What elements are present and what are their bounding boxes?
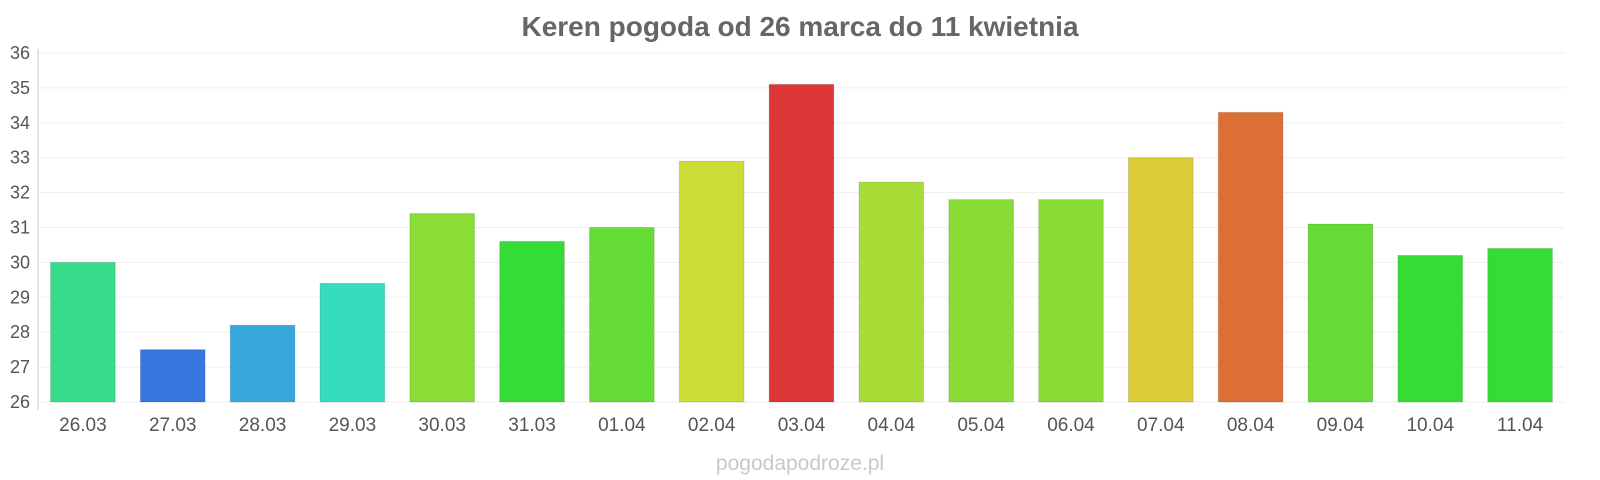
- bar-07.04: [1127, 157, 1194, 403]
- bar-01.04: [589, 227, 655, 403]
- chart-title: Keren pogoda od 26 marca do 11 kwietnia: [521, 11, 1078, 42]
- y-tick-label: 35: [10, 78, 30, 98]
- y-tick-label: 30: [10, 252, 30, 272]
- credit-text: pogodapodroze.pl: [716, 452, 884, 475]
- bar-31.03: [499, 240, 565, 403]
- bars: [50, 83, 1553, 403]
- bar-28.03: [229, 324, 296, 403]
- x-tick-label: 05.04: [957, 415, 1005, 436]
- bar-04.04: [858, 181, 925, 403]
- bar-08.04: [1217, 111, 1284, 403]
- x-tick-label: 30.03: [418, 415, 466, 436]
- x-tick-label: 06.04: [1047, 415, 1095, 436]
- x-axis-ticks: 26.03 27.03 28.03 29.03 30.03 31.03 01.04 02.04…: [59, 415, 1543, 436]
- y-tick-label: 29: [10, 287, 30, 307]
- y-tick-label: 32: [10, 183, 30, 203]
- y-tick-label: 33: [10, 148, 30, 168]
- y-tick-label: 27: [10, 357, 30, 377]
- y-tick-label: 26: [10, 392, 30, 412]
- x-tick-label: 07.04: [1137, 415, 1185, 436]
- bar-10.04: [1397, 254, 1464, 403]
- x-tick-label: 02.04: [688, 415, 736, 436]
- bar-03.04: [768, 83, 835, 403]
- y-tick-label: 34: [10, 113, 30, 133]
- x-tick-label: 29.03: [329, 415, 377, 436]
- y-axis-ticks: 26 27 28 29 30 31 32 33 34 35 36: [10, 43, 30, 412]
- bar-27.03: [139, 349, 206, 403]
- bar-30.03: [409, 213, 476, 403]
- x-tick-label: 01.04: [598, 415, 646, 436]
- bar-06.04: [1038, 199, 1104, 403]
- x-tick-label: 08.04: [1227, 415, 1275, 436]
- x-tick-label: 26.03: [59, 415, 107, 436]
- bar-26.03: [50, 261, 116, 403]
- bar-29.03: [319, 282, 386, 403]
- x-tick-label: 28.03: [239, 415, 287, 436]
- x-tick-label: 04.04: [868, 415, 916, 436]
- bar-05.04: [948, 199, 1014, 403]
- x-tick-label: 09.04: [1317, 415, 1365, 436]
- x-tick-label: 11.04: [1497, 415, 1544, 436]
- x-tick-label: 31.03: [508, 415, 556, 436]
- y-tick-label: 36: [10, 43, 30, 63]
- x-tick-label: 27.03: [149, 415, 197, 436]
- bar-11.04: [1487, 247, 1553, 403]
- bar-02.04: [678, 160, 745, 403]
- x-tick-label: 03.04: [778, 415, 826, 436]
- bar-09.04: [1307, 223, 1374, 403]
- y-tick-label: 28: [10, 322, 30, 342]
- y-tick-label: 31: [10, 218, 30, 238]
- x-tick-label: 10.04: [1406, 415, 1454, 436]
